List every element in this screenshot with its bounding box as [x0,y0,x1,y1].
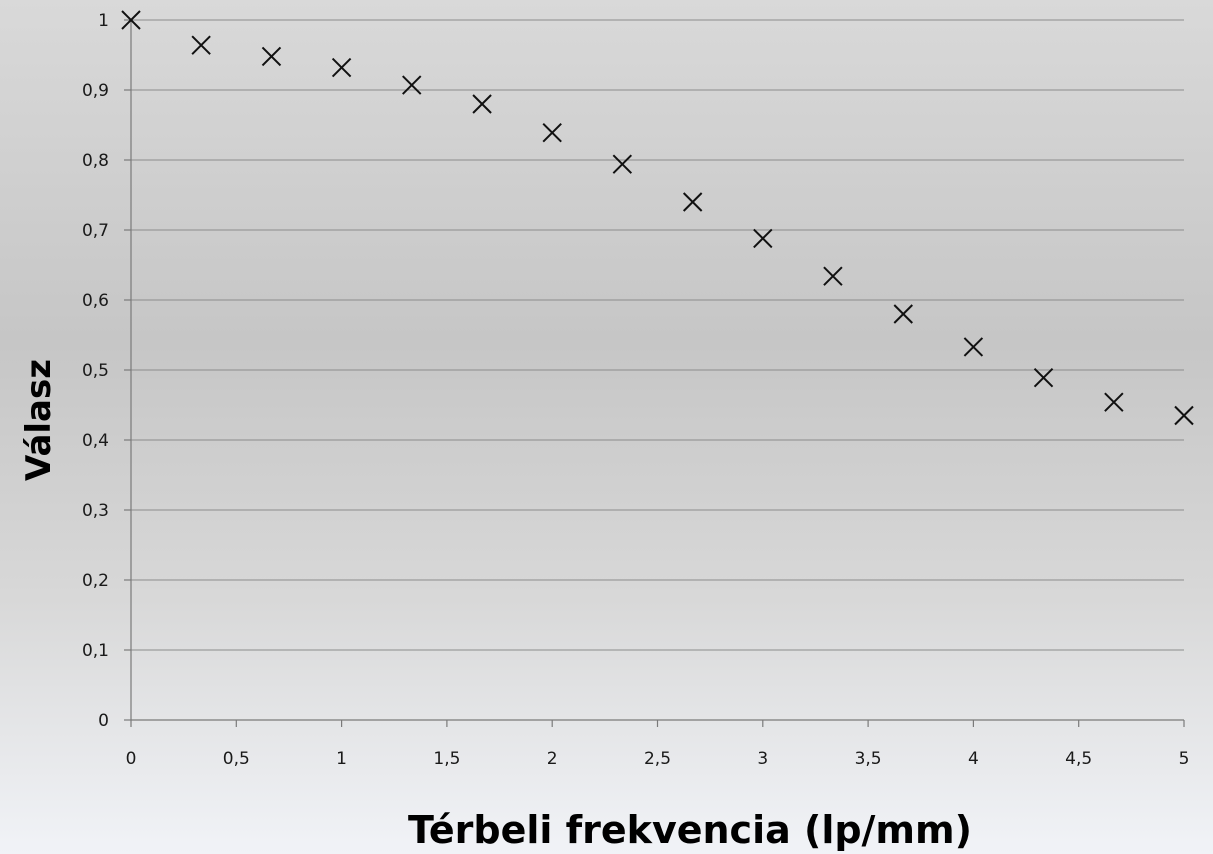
y-axis-title: Válasz [19,359,59,481]
x-tick-label: 1 [336,749,347,769]
data-point [612,154,633,174]
data-point [1104,392,1124,412]
y-tick-label: 0,4 [82,431,109,451]
data-point [682,192,703,212]
y-tick-label: 0,1 [82,641,109,661]
x-tick-label: 3,5 [855,749,882,769]
y-tick-label: 0,7 [82,221,109,241]
x-axis-title: Térbeli frekvencia (lp/mm) [408,808,972,852]
x-tick-label: 0,5 [223,749,250,769]
data-point [191,35,211,55]
data-point [121,10,141,30]
y-tick-label: 1 [98,11,109,31]
y-tick-label: 0,9 [82,81,109,101]
y-tick-label: 0,2 [82,571,109,591]
y-tick-label: 0,5 [82,361,109,381]
y-tick-label: 0,6 [82,291,109,311]
x-tick-label: 2 [547,749,558,769]
data-point [542,122,562,143]
data-point [753,228,773,249]
x-tick-label: 4,5 [1065,749,1092,769]
y-tick-label: 0,8 [82,151,109,171]
data-point [472,94,492,114]
data-point [331,57,352,78]
x-tick-label: 2,5 [644,749,671,769]
tick-labels: 0 0,1 0,2 0,3 0,4 0,5 0,6 0,7 0,8 0,9 1 0 0,5 1 1,5 2 2,… [82,11,1189,769]
data-point [963,337,984,357]
data-point [893,304,913,324]
x-tick-label: 4 [968,749,979,769]
x-tick-label: 3 [757,749,768,769]
x-tick-label: 0 [126,749,137,769]
axes [124,19,1185,727]
x-tick-label: 5 [1179,749,1190,769]
data-point [823,266,843,286]
data-point [261,46,282,67]
gridlines [131,19,1184,651]
data-point [1033,367,1054,388]
x-tick-label: 1,5 [433,749,460,769]
data-markers [121,10,1194,426]
data-point [1174,405,1194,426]
y-tick-label: 0,3 [82,501,109,521]
data-point [402,75,422,95]
y-tick-label: 0 [98,711,109,731]
